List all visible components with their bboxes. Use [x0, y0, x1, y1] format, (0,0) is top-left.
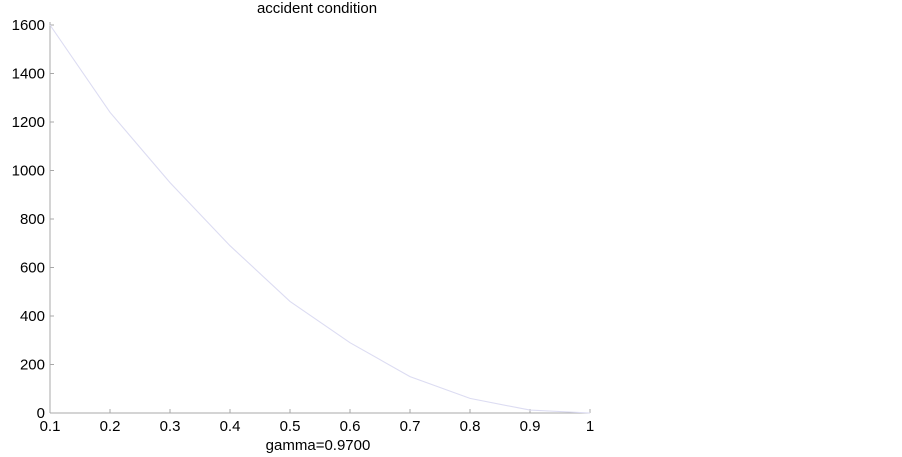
- chart-title: accident condition: [257, 0, 377, 17]
- series-line: [49, 24, 591, 414]
- x-tick-label: 0.5: [280, 418, 301, 435]
- x-tick-label: 0.8: [460, 418, 481, 435]
- y-tick-label: 600: [20, 260, 45, 277]
- y-tick-label: 1000: [12, 163, 45, 180]
- x-tick-label: 0.4: [220, 418, 241, 435]
- x-tick-label: 1: [586, 418, 594, 435]
- x-tick-label: 0.7: [400, 418, 421, 435]
- x-tick-label: 0.3: [160, 418, 181, 435]
- series-group: [49, 24, 591, 414]
- x-tick-label: 0.2: [100, 418, 121, 435]
- y-tick-label: 1400: [12, 66, 45, 83]
- tick-group: 0 200 400 600 800 1000 1200 1400 1600 0.1 0.2 0.3 0.…: [12, 17, 595, 435]
- x-axis-label: gamma=0.9700: [266, 437, 371, 454]
- y-tick-label: 1200: [12, 114, 45, 131]
- y-tick-label: 1600: [12, 17, 45, 34]
- y-tick-label: 200: [20, 357, 45, 374]
- y-tick-label: 400: [20, 308, 45, 325]
- y-tick-label: 800: [20, 211, 45, 228]
- x-tick-label: 0.6: [340, 418, 361, 435]
- y-tick-label: 0: [37, 405, 45, 422]
- x-tick-label: 0.9: [520, 418, 541, 435]
- x-tick-label: 0.1: [40, 418, 61, 435]
